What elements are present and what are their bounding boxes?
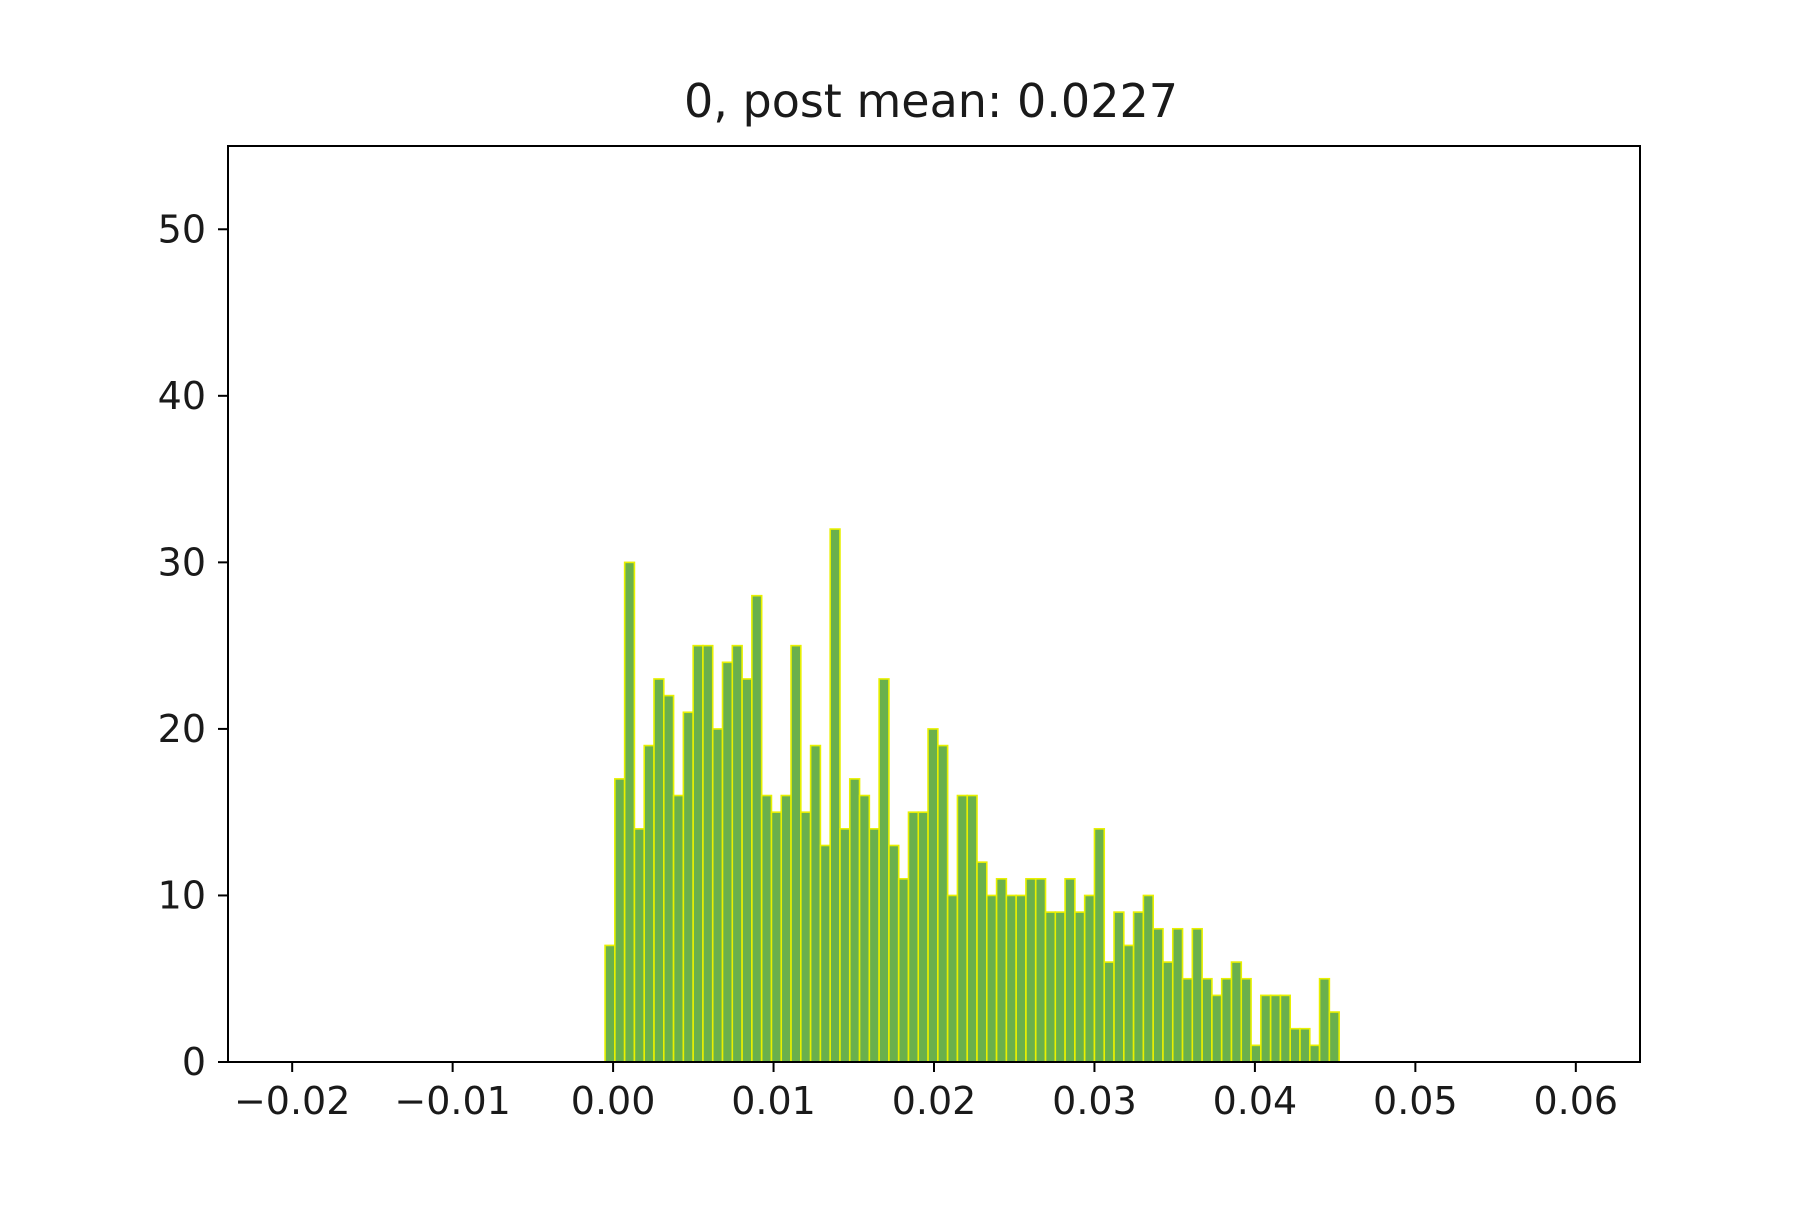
histogram-bar <box>780 794 792 1063</box>
y-tick-label: 0 <box>182 1040 206 1084</box>
histogram-bar <box>731 644 743 1063</box>
histogram-bar <box>1250 1044 1262 1063</box>
histogram-bar <box>907 811 920 1063</box>
histogram-bar <box>604 944 616 1063</box>
histogram-bar <box>1181 977 1194 1063</box>
x-tick-label: 0.03 <box>1052 1079 1137 1123</box>
histogram-bar <box>1044 911 1057 1063</box>
plot-frame <box>227 145 1641 1063</box>
x-axis: −0.02 −0.01 0.00 0.01 0.02 0.03 0.04 0.05 0.06 <box>234 1062 1618 1123</box>
histogram-bar <box>878 678 890 1063</box>
histogram-bar <box>682 711 694 1063</box>
histogram-bar <box>1064 877 1076 1063</box>
histogram-bar <box>1289 1027 1301 1063</box>
histogram-bar <box>1279 994 1292 1063</box>
histogram-bar <box>976 861 988 1063</box>
histogram-bar <box>751 594 763 1063</box>
histogram-bar <box>1015 894 1027 1063</box>
histogram-bar <box>937 744 949 1063</box>
histogram-bar <box>1318 977 1331 1063</box>
histogram-bar <box>956 794 969 1063</box>
histogram-bar <box>1083 894 1096 1063</box>
histogram-bar <box>1142 894 1154 1063</box>
histogram-bar <box>643 744 655 1063</box>
histogram-bar <box>760 794 773 1063</box>
histogram-bar <box>702 644 714 1063</box>
histogram-bar <box>633 828 646 1063</box>
y-axis: 0 10 20 30 40 50 <box>158 207 228 1084</box>
histogram-bar <box>623 561 636 1063</box>
histogram-bar <box>1201 977 1213 1063</box>
histogram-bar <box>897 877 910 1063</box>
histogram-bar <box>662 694 675 1063</box>
histogram-bar <box>1220 977 1233 1063</box>
x-tick-label: 0.06 <box>1534 1079 1619 1123</box>
histogram-bar <box>868 828 880 1063</box>
histogram-bar <box>995 877 1008 1063</box>
histogram-bar <box>1260 994 1272 1063</box>
histogram-bar <box>839 828 851 1063</box>
histogram-bar <box>1054 911 1066 1063</box>
histogram-bar <box>1211 994 1223 1063</box>
x-tick-label: 0.05 <box>1373 1079 1458 1123</box>
histogram-bar <box>653 678 665 1063</box>
histogram-bar <box>1093 828 1106 1063</box>
x-tick-label: 0.02 <box>892 1079 977 1123</box>
histogram-bar <box>1103 961 1115 1063</box>
chart-title: 0, post mean: 0.0227 <box>684 74 1178 128</box>
histogram-bar <box>1230 961 1243 1063</box>
histogram-bar <box>1123 944 1135 1063</box>
histogram-bar <box>741 678 753 1063</box>
histogram-bar <box>809 744 822 1063</box>
histogram-bar <box>770 811 783 1063</box>
x-tick-label: 0.00 <box>571 1079 656 1123</box>
y-tick-label: 20 <box>158 707 206 751</box>
histogram-bar <box>1308 1044 1321 1063</box>
y-tick-label: 40 <box>158 374 206 418</box>
histogram-bar <box>711 728 724 1063</box>
histogram-bar <box>672 794 685 1063</box>
x-tick-label: −0.01 <box>394 1079 510 1123</box>
bars-layer <box>604 528 1340 1063</box>
histogram-bar <box>1191 927 1203 1063</box>
x-tick-label: 0.01 <box>731 1079 816 1123</box>
histogram-bar <box>1269 994 1282 1063</box>
histogram-bar <box>858 794 871 1063</box>
histogram-bar <box>1005 894 1017 1063</box>
histogram-bar <box>1162 961 1174 1063</box>
histogram-bar <box>1034 877 1047 1063</box>
histogram-bar <box>1299 1027 1311 1063</box>
histogram-bar <box>917 811 929 1063</box>
histogram-bar <box>985 894 998 1063</box>
y-tick-label: 30 <box>158 540 206 584</box>
x-tick-label: 0.04 <box>1213 1079 1298 1123</box>
histogram-bar <box>800 811 812 1063</box>
histogram-bar <box>1132 911 1145 1063</box>
histogram-bar <box>848 778 861 1063</box>
y-tick-label: 50 <box>158 207 206 251</box>
histogram-bar <box>1152 927 1164 1063</box>
histogram-bar <box>1113 911 1125 1063</box>
histogram-bar <box>946 894 959 1063</box>
histogram-bar <box>966 794 978 1063</box>
histogram-bar <box>888 844 900 1063</box>
histogram-bar <box>790 644 802 1063</box>
x-tick-label: −0.02 <box>234 1079 350 1123</box>
histogram-bar <box>829 528 841 1063</box>
histogram-bar <box>1240 977 1252 1063</box>
histogram-bar <box>614 778 626 1063</box>
histogram-bar <box>721 661 734 1063</box>
histogram-bar <box>927 728 939 1063</box>
histogram-bar <box>1074 911 1086 1063</box>
histogram-bar <box>692 644 704 1063</box>
histogram-bar <box>1171 927 1184 1063</box>
histogram-bar <box>1025 877 1037 1063</box>
y-tick-label: 10 <box>158 873 206 917</box>
histogram-bar <box>819 844 831 1063</box>
histogram-bar <box>1328 1011 1340 1063</box>
